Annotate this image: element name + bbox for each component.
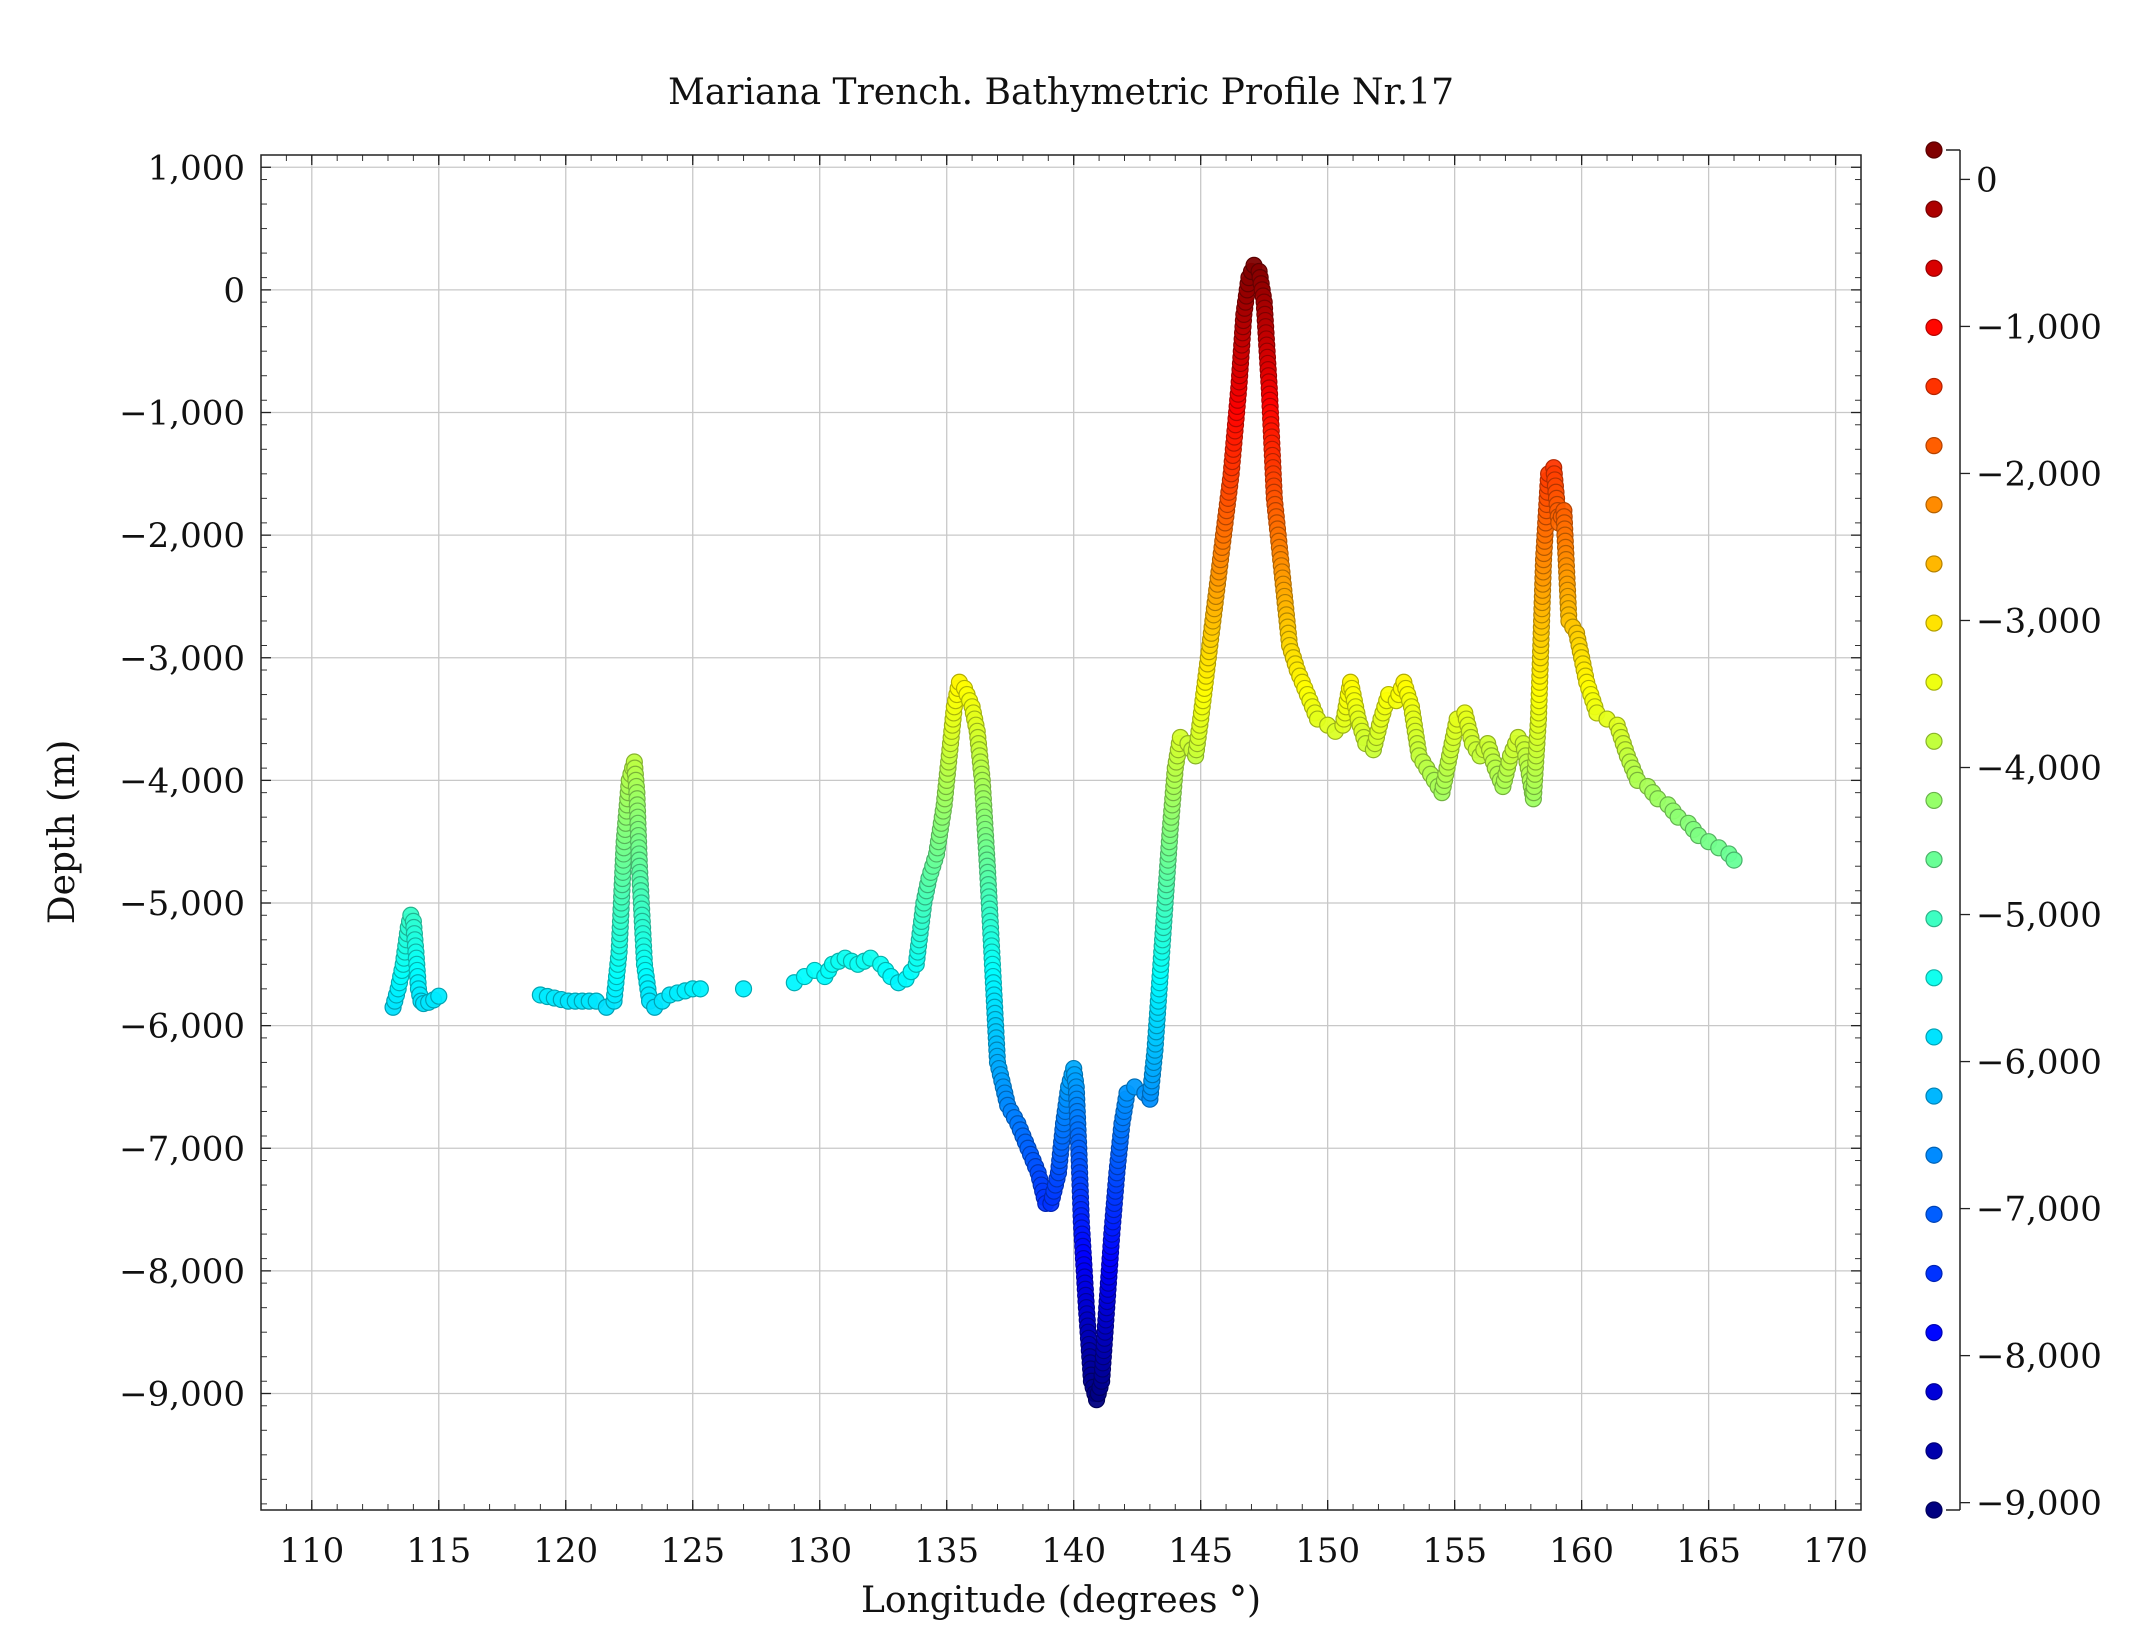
x-axis-ticks: 110 115 120 125 130 135 140 145 150 155 160 165 170 — [279, 155, 1868, 1571]
legend-swatch — [1925, 1383, 1943, 1401]
legend-swatch — [1925, 732, 1943, 750]
legend-swatch — [1925, 1146, 1943, 1164]
x-tick-label: 160 — [1549, 1531, 1614, 1571]
y-tick-label: −7,000 — [119, 1129, 245, 1169]
y-tick-label: −9,000 — [119, 1375, 245, 1415]
plot-frame — [260, 154, 1862, 1511]
legend-tick-label: −9,000 — [1976, 1484, 2102, 1524]
x-axis-title: Longitude (degrees °) — [861, 1580, 1261, 1621]
data-points — [384, 256, 1743, 1409]
x-tick-label: 115 — [406, 1531, 471, 1571]
legend-swatch — [1925, 377, 1943, 396]
grid — [261, 155, 1861, 1510]
legend-tick-label: −2,000 — [1976, 454, 2102, 494]
legend-swatch — [1925, 1264, 1943, 1283]
chart-title: Mariana Trench. Bathymetric Profile Nr.1… — [668, 72, 1454, 113]
legend-tick-label: 0 — [1976, 160, 1998, 200]
y-axis-title: Depth (m) — [42, 740, 83, 925]
legend-tick-label: −1,000 — [1976, 307, 2102, 347]
y-tick-label: −3,000 — [119, 639, 245, 679]
legend-swatch — [1925, 673, 1943, 691]
y-tick-label: −2,000 — [119, 516, 245, 556]
legend-swatch — [1925, 1324, 1943, 1342]
legend-swatch — [1925, 1501, 1943, 1519]
legend-swatch — [1925, 437, 1943, 455]
legend-swatch — [1925, 850, 1943, 869]
data-point — [1725, 851, 1743, 869]
minor-ticks — [260, 155, 1862, 1510]
legend-swatch — [1925, 200, 1943, 218]
y-tick-label: 0 — [223, 271, 245, 311]
x-tick-label: 150 — [1295, 1531, 1360, 1571]
color-legend: 0 −1,000 −2,000 −3,000 −4,000 −5,000 −6,000 −7,… — [1925, 141, 2102, 1524]
data-point — [430, 987, 448, 1005]
legend-swatch — [1925, 791, 1943, 810]
y-tick-label: −5,000 — [119, 884, 245, 924]
legend-swatch — [1925, 910, 1943, 928]
legend-swatch — [1925, 259, 1943, 277]
y-tick-label: 1,000 — [148, 148, 245, 188]
x-tick-label: 125 — [660, 1531, 725, 1571]
legend-swatch — [1925, 614, 1943, 632]
legend-swatch — [1925, 318, 1943, 336]
x-tick-label: 170 — [1803, 1531, 1868, 1571]
data-point — [691, 980, 709, 998]
x-tick-label: 135 — [914, 1531, 979, 1571]
y-tick-label: −1,000 — [119, 394, 245, 434]
legend-swatch — [1925, 141, 1943, 159]
x-tick-label: 110 — [279, 1531, 344, 1571]
x-tick-label: 145 — [1168, 1531, 1233, 1571]
y-tick-label: −8,000 — [119, 1252, 245, 1292]
x-tick-label: 165 — [1676, 1531, 1741, 1571]
y-axis-ticks: 1,000 0 −1,000 −2,000 −3,000 −4,000 −5,000 −6,0… — [119, 148, 1861, 1415]
legend-tick-label: −4,000 — [1976, 749, 2102, 789]
legend-swatch — [1925, 1205, 1943, 1223]
legend-tick-label: −6,000 — [1976, 1043, 2102, 1083]
legend-swatch — [1925, 969, 1943, 987]
data-point — [734, 980, 753, 998]
legend-swatch — [1925, 1442, 1943, 1460]
legend-swatch — [1925, 1028, 1943, 1046]
legend-tick-label: −5,000 — [1976, 896, 2102, 936]
legend-tick-label: −7,000 — [1976, 1190, 2102, 1230]
x-tick-label: 140 — [1041, 1531, 1106, 1571]
x-tick-label: 120 — [533, 1531, 598, 1571]
x-tick-label: 130 — [787, 1531, 852, 1571]
legend-tick-label: −3,000 — [1976, 601, 2102, 641]
legend-swatch — [1925, 555, 1943, 573]
y-tick-label: −4,000 — [119, 761, 245, 801]
y-tick-label: −6,000 — [119, 1007, 245, 1047]
legend-swatch — [1925, 496, 1943, 514]
legend-swatch — [1925, 1087, 1943, 1105]
x-tick-label: 155 — [1422, 1531, 1487, 1571]
legend-tick-label: −8,000 — [1976, 1337, 2102, 1377]
